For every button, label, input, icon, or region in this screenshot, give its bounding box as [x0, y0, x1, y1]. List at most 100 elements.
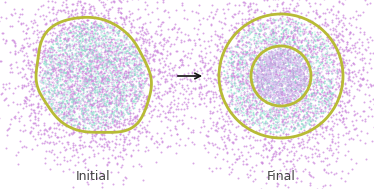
Point — [188, 91, 194, 94]
Point — [109, 41, 115, 44]
Point — [238, 74, 244, 77]
Point — [102, 106, 108, 109]
Point — [286, 43, 292, 46]
Point — [316, 103, 322, 106]
Point — [233, 92, 239, 95]
Point — [243, 101, 249, 104]
Point — [105, 59, 111, 62]
Point — [132, 85, 138, 88]
Point — [292, 56, 298, 59]
Point — [279, 102, 285, 105]
Point — [46, 83, 52, 86]
Point — [338, 80, 344, 83]
Point — [110, 74, 116, 77]
Point — [124, 107, 130, 110]
Point — [300, 108, 306, 111]
Point — [250, 73, 256, 76]
Point — [260, 97, 266, 100]
Point — [276, 59, 282, 62]
Point — [339, 57, 345, 60]
Point — [229, 55, 235, 58]
Point — [285, 60, 291, 63]
Point — [280, 47, 286, 50]
Point — [117, 42, 123, 45]
Point — [107, 79, 113, 82]
Point — [277, 98, 283, 101]
Point — [102, 64, 108, 67]
Point — [268, 62, 274, 65]
Point — [251, 114, 257, 117]
Point — [301, 125, 307, 128]
Point — [301, 72, 307, 75]
Point — [117, 71, 123, 74]
Point — [118, 42, 124, 45]
Point — [160, 37, 166, 40]
Point — [89, 45, 95, 48]
Point — [288, 112, 294, 115]
Point — [58, 83, 64, 86]
Point — [62, 71, 68, 74]
Point — [229, 96, 234, 99]
Point — [278, 87, 284, 90]
Point — [99, 40, 105, 43]
Point — [254, 77, 260, 80]
Point — [131, 96, 137, 99]
Point — [122, 45, 128, 48]
Point — [264, 66, 270, 69]
Point — [245, 72, 251, 75]
Point — [3, 97, 9, 100]
Point — [350, 138, 356, 141]
Point — [80, 68, 86, 71]
Point — [10, 91, 16, 94]
Point — [65, 12, 71, 15]
Point — [294, 56, 300, 59]
Point — [268, 66, 274, 69]
Point — [249, 21, 255, 24]
Point — [275, 67, 281, 70]
Point — [73, 40, 79, 43]
Point — [142, 62, 148, 65]
Point — [298, 73, 304, 76]
Point — [281, 49, 287, 52]
Point — [53, 37, 59, 40]
Point — [46, 55, 52, 58]
Point — [45, 102, 51, 105]
Point — [277, 93, 283, 96]
Point — [139, 79, 145, 82]
Point — [91, 128, 97, 131]
Point — [366, 106, 372, 109]
Point — [295, 32, 301, 35]
Point — [22, 128, 28, 131]
Point — [153, 97, 159, 100]
Point — [164, 80, 170, 83]
Point — [109, 68, 115, 71]
Point — [118, 16, 124, 19]
Point — [136, 109, 142, 112]
Point — [101, 14, 107, 17]
Point — [361, 57, 367, 60]
Point — [316, 103, 322, 106]
Point — [177, 78, 183, 81]
Point — [206, 111, 212, 114]
Point — [303, 76, 309, 79]
Point — [287, 90, 293, 93]
Point — [256, 57, 262, 60]
Point — [47, 125, 53, 129]
Point — [282, 40, 288, 43]
Point — [115, 11, 121, 14]
Point — [179, 83, 185, 86]
Point — [298, 51, 304, 54]
Point — [95, 95, 101, 98]
Point — [80, 115, 86, 118]
Point — [4, 129, 10, 132]
Point — [272, 64, 278, 67]
Point — [297, 86, 303, 89]
Point — [266, 51, 272, 54]
Point — [261, 117, 267, 120]
Point — [292, 76, 298, 79]
Point — [282, 106, 288, 109]
Point — [237, 110, 243, 113]
Point — [39, 72, 45, 75]
Point — [123, 47, 129, 50]
Point — [338, 69, 344, 72]
